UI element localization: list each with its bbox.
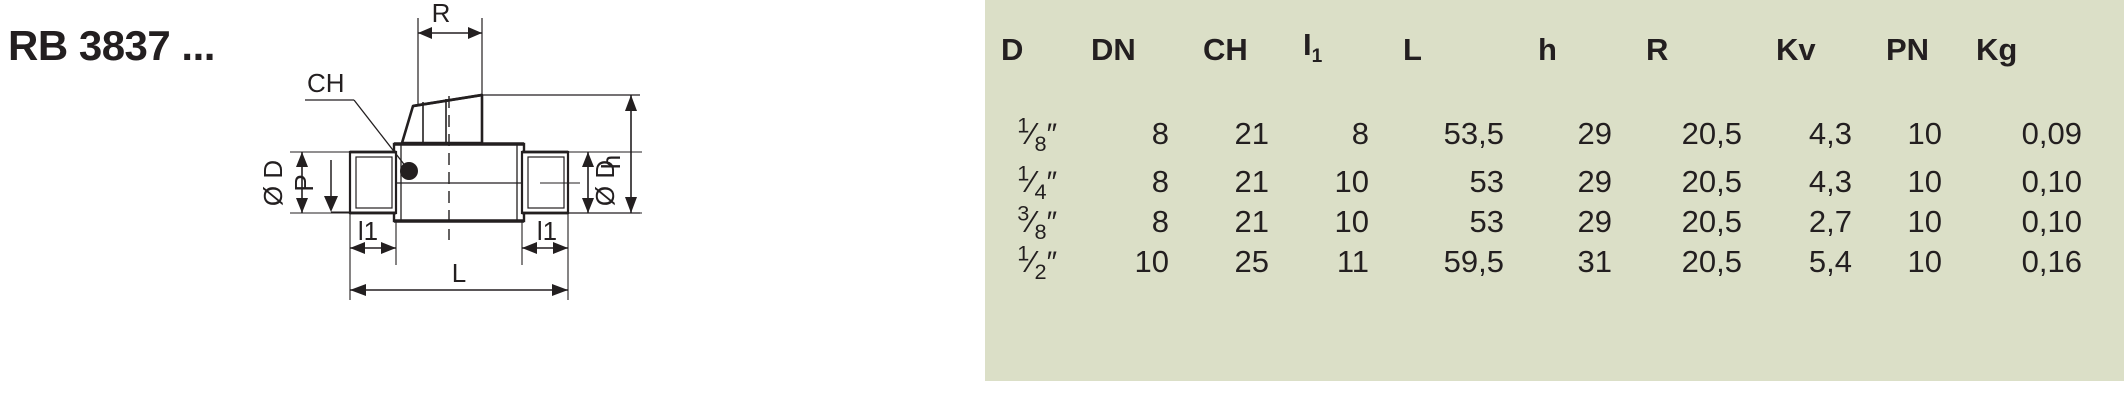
cell-l: 53,5: [1443, 116, 1504, 151]
table-row: 1⁄4″ 8 21 10 53 29 20,5 4,3 10 0,10: [985, 162, 2100, 202]
column-header-i1-subscript: 1: [1311, 46, 1323, 67]
cell-kv: 5,4: [1808, 244, 1852, 279]
cell-d: 1⁄2″: [1017, 240, 1057, 285]
table-row: 3⁄8″ 8 21 10 53 29 20,5 2,7 10 0,10: [985, 202, 2100, 242]
table-row: 1⁄2″ 10 25 11 59,5 31 20,5 5,4 10 0,16: [985, 242, 2100, 282]
cell-d-denominator: 2: [1034, 259, 1047, 285]
cell-kv: 2,7: [1808, 204, 1852, 239]
cell-d-denominator: 8: [1034, 219, 1047, 245]
cell-d: 1⁄4″: [1017, 160, 1057, 205]
table-row: 1⁄8″ 8 21 8 53,5 29 20,5 4,3 10 0,09: [985, 74, 2100, 162]
cell-d-numerator: 1: [1017, 112, 1030, 138]
cell-l: 53: [1469, 204, 1504, 239]
column-header-r: R: [1646, 32, 1669, 67]
cell-i1: 10: [1334, 164, 1369, 199]
cell-i1: 8: [1351, 116, 1369, 151]
cell-dn: 10: [1134, 244, 1169, 279]
cell-d-denominator: 8: [1034, 131, 1047, 157]
drawing-label-h: h: [596, 155, 626, 169]
column-header-d: D: [1001, 32, 1024, 67]
cell-kg: 0,09: [2021, 116, 2082, 151]
cell-r: 20,5: [1681, 244, 1742, 279]
cell-r: 20,5: [1681, 204, 1742, 239]
cell-kv: 4,3: [1808, 164, 1852, 199]
cell-r: 20,5: [1681, 164, 1742, 199]
cell-kv: 4,3: [1808, 116, 1852, 151]
cell-l: 53: [1469, 164, 1504, 199]
cell-d: 1⁄8″: [1017, 112, 1057, 157]
cell-ch: 21: [1234, 164, 1269, 199]
drawing-label-ch: CH: [307, 68, 345, 98]
column-header-i1-base: I: [1303, 26, 1312, 62]
cell-l: 59,5: [1443, 244, 1504, 279]
column-header-l: L: [1403, 32, 1422, 67]
column-header-kg: Kg: [1976, 32, 2018, 67]
column-header-kv: Kv: [1776, 32, 1816, 67]
cell-kg: 0,10: [2021, 204, 2082, 239]
cell-pn: 10: [1907, 244, 1942, 279]
table-header-row: D DN CH I1 L h R Kv PN Kg: [985, 0, 2100, 74]
column-header-ch: CH: [1203, 32, 1248, 67]
page-title: RB 3837 ...: [8, 22, 215, 69]
cell-i1: 11: [1336, 244, 1369, 279]
cell-h: 31: [1577, 244, 1612, 279]
drawing-label-r: R: [432, 0, 451, 28]
cell-d-numerator: 1: [1017, 160, 1030, 186]
specifications-panel: D DN CH I1 L h R Kv PN Kg 1⁄8″ 8 21 8 53…: [985, 0, 2124, 381]
cell-dn: 8: [1151, 204, 1169, 239]
cell-i1: 10: [1334, 204, 1369, 239]
cell-dn: 8: [1151, 164, 1169, 199]
drawing-label-l1-left: l1: [358, 216, 378, 246]
technical-drawing: R CH h Ø D Ø D P l1 l1 L: [250, 0, 950, 419]
cell-d-denominator: 4: [1034, 179, 1047, 205]
cell-dn: 8: [1151, 116, 1169, 151]
column-header-i1: I1: [1287, 0, 1387, 74]
cell-h: 29: [1577, 116, 1612, 151]
column-header-pn: PN: [1886, 32, 1930, 67]
cell-pn: 10: [1907, 204, 1942, 239]
cell-ch: 21: [1234, 204, 1269, 239]
cell-ch: 25: [1234, 244, 1269, 279]
drawing-label-diameter-left: Ø D: [258, 160, 288, 206]
cell-pn: 10: [1907, 116, 1942, 151]
column-header-h: h: [1538, 32, 1557, 67]
cell-h: 29: [1577, 164, 1612, 199]
cell-d: 3⁄8″: [1017, 200, 1057, 245]
cell-d-numerator: 3: [1017, 200, 1030, 226]
drawing-label-l: L: [452, 258, 466, 288]
cell-kg: 0,10: [2021, 164, 2082, 199]
cell-h: 29: [1577, 204, 1612, 239]
specifications-table: D DN CH I1 L h R Kv PN Kg 1⁄8″ 8 21 8 53…: [985, 0, 2100, 283]
cell-kg: 0,16: [2021, 244, 2082, 279]
drawing-label-l1-right: l1: [537, 216, 557, 246]
drawing-label-diameter-right: Ø D: [590, 160, 620, 206]
cell-ch: 21: [1234, 116, 1269, 151]
cell-pn: 10: [1907, 164, 1942, 199]
cell-d-numerator: 1: [1017, 240, 1030, 266]
drawing-label-p: P: [289, 174, 319, 191]
column-header-dn: DN: [1091, 32, 1136, 67]
cell-r: 20,5: [1681, 116, 1742, 151]
